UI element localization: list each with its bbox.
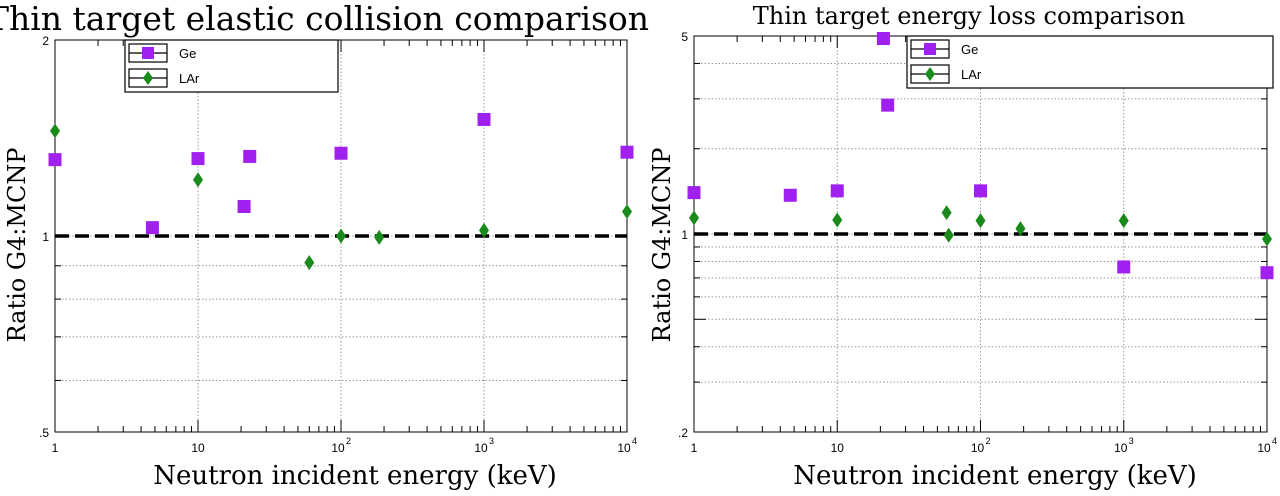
series-lar: [50, 123, 632, 271]
x-tick-exponent: 4: [632, 436, 637, 446]
data-point-lar: [1118, 213, 1129, 229]
data-point-ge: [783, 188, 797, 202]
y-tick-label: 2: [42, 34, 49, 48]
legend-entry-ge: Ge: [128, 43, 196, 63]
y-tick-label: 1: [681, 228, 688, 242]
legend-marker-diamond: [925, 67, 935, 81]
y-tick-label: .2: [678, 426, 688, 440]
chart-title: Thin target elastic collision comparison: [0, 0, 649, 38]
x-axis-label: Neutron incident energy (keV): [153, 461, 557, 491]
data-point-ge: [881, 98, 895, 112]
data-point-ge: [334, 146, 348, 160]
data-point-lar: [374, 229, 385, 245]
chart-elastic-collision: Thin target elastic collision comparison…: [0, 0, 649, 491]
data-point-ge: [1260, 266, 1274, 280]
legend: Ge LAr: [124, 39, 339, 93]
chart-title: Thin target energy loss comparison: [753, 2, 1185, 30]
chart-energy-loss: Thin target energy loss comparison Ratio…: [648, 2, 1277, 491]
data-point-lar: [689, 210, 699, 226]
x-tick-label: 10: [191, 441, 205, 455]
y-tick-label: 1: [42, 230, 49, 244]
x-tick-label: 10: [831, 441, 845, 455]
y-axis-label: Ratio G4:MCNP: [3, 148, 31, 343]
legend-label: Ge: [961, 42, 978, 57]
y-tick-label: .5: [39, 426, 49, 440]
x-tick-label: 10: [1257, 441, 1271, 455]
legend-label: LAr: [961, 67, 982, 82]
data-point-ge: [243, 149, 257, 163]
x-tick-exponent: 2: [346, 436, 351, 446]
data-point-ge: [687, 186, 701, 200]
legend-entry-lar: LAr: [128, 68, 200, 88]
data-point-lar: [193, 172, 203, 188]
data-point-lar: [941, 205, 952, 221]
data-point-lar: [50, 123, 60, 139]
legend-marker-diamond: [143, 71, 153, 85]
data-point-lar: [336, 228, 346, 244]
x-tick-label: 10: [474, 441, 488, 455]
legend-entry-lar: LAr: [910, 64, 982, 84]
data-point-lar: [622, 204, 632, 220]
legend-label: LAr: [179, 71, 200, 86]
x-tick-label: 10: [1114, 441, 1128, 455]
series-ge: [48, 112, 634, 235]
legend-box: [906, 35, 1274, 89]
x-tick-label: 10: [971, 441, 985, 455]
x-tick-exponent: 2: [986, 436, 991, 446]
series-lar: [689, 205, 1272, 247]
x-tick-exponent: 4: [1272, 436, 1277, 446]
data-point-lar: [943, 227, 954, 243]
data-point-ge: [237, 199, 251, 213]
legend: Ge LAr: [906, 35, 1274, 89]
data-point-ge: [830, 184, 844, 198]
legend-entry-ge: Ge: [910, 39, 978, 59]
data-point-ge: [1117, 260, 1131, 274]
legend-marker-square: [142, 47, 154, 59]
data-point-lar: [1015, 221, 1026, 237]
data-point-ge: [974, 184, 987, 198]
x-tick-exponent: 3: [489, 436, 494, 446]
data-point-lar: [304, 255, 315, 271]
x-tick-exponent: 3: [1129, 436, 1134, 446]
data-point-lar: [832, 212, 843, 228]
legend-marker-square: [924, 43, 936, 55]
data-point-lar: [479, 222, 489, 238]
x-axis-label: Neutron incident energy (keV): [793, 461, 1197, 491]
x-tick-label: 1: [52, 441, 59, 455]
data-point-ge: [876, 31, 890, 45]
x-tick-label: 10: [617, 441, 631, 455]
x-tick-label: 10: [331, 441, 345, 455]
data-point-lar: [975, 213, 986, 229]
y-axis-label: Ratio G4:MCNP: [648, 148, 676, 343]
y-tick-label: 5: [681, 30, 688, 44]
data-point-ge: [48, 153, 62, 167]
x-tick-label: 1: [691, 441, 698, 455]
data-point-ge: [620, 145, 634, 159]
legend-label: Ge: [179, 46, 196, 61]
data-point-lar: [1262, 231, 1272, 247]
data-point-ge: [191, 152, 205, 166]
data-point-ge: [145, 221, 159, 235]
data-point-ge: [477, 112, 491, 126]
series-ge: [687, 31, 1274, 280]
